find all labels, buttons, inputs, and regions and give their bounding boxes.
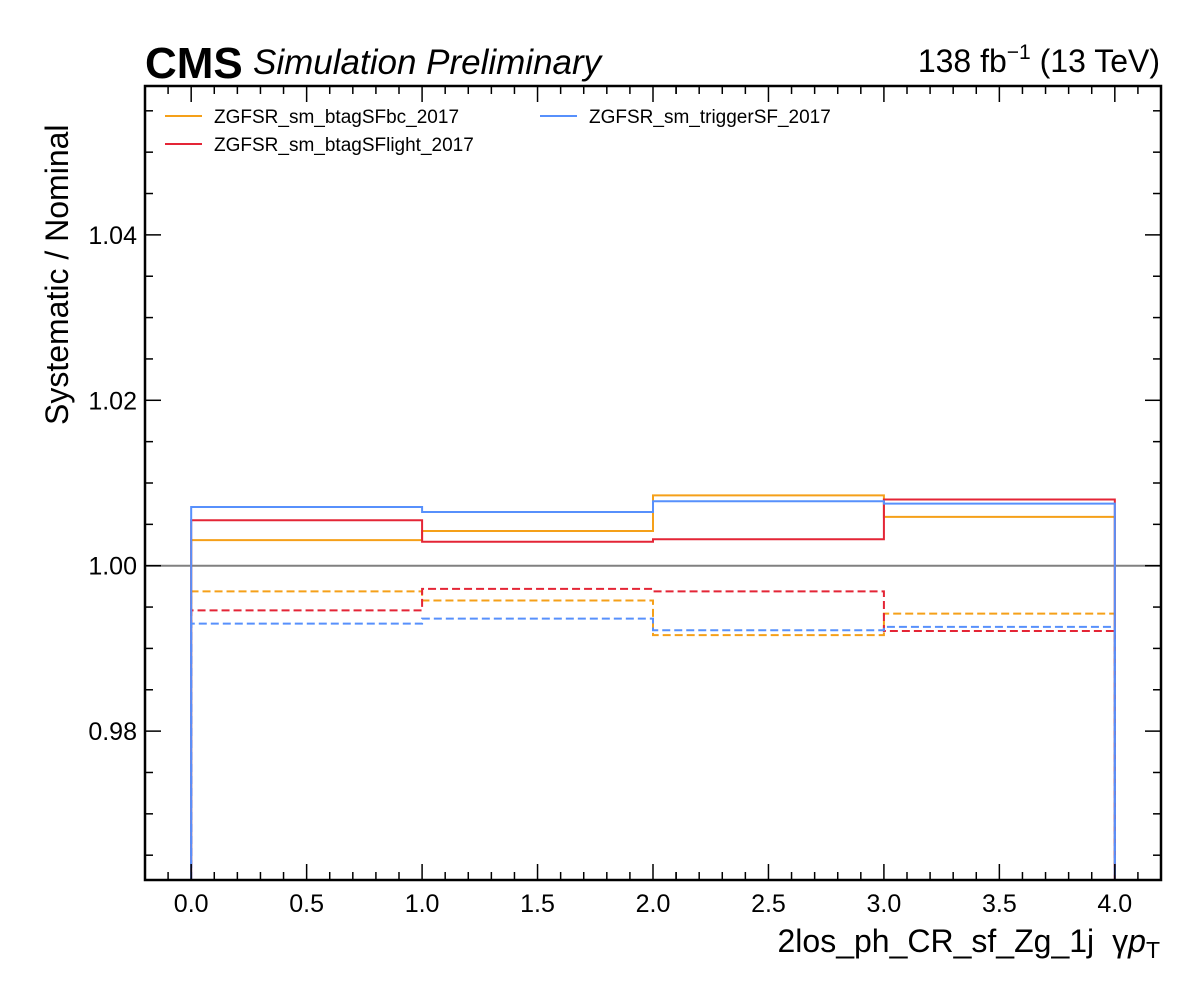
x-tick-label: 4.0 — [1097, 890, 1132, 918]
lumi-label: 138 fb−1 (13 TeV) — [918, 41, 1160, 79]
x-tick-label: 0.5 — [289, 890, 324, 918]
x-tick-label: 1.0 — [405, 890, 440, 918]
series-line-4 — [190, 500, 1116, 880]
experiment-label: CMS — [145, 39, 243, 88]
lumi-value: 138 fb — [918, 43, 1007, 79]
x-tick-label: 2.0 — [636, 890, 671, 918]
y-tick-label: 1.04 — [88, 222, 137, 250]
series-line-1 — [190, 590, 1116, 880]
y-axis-label: Systematic / Nominal — [39, 124, 75, 425]
series-line-5 — [190, 617, 1116, 880]
lumi-energy: (13 TeV) — [1031, 43, 1160, 79]
legend-label: ZGFSR_sm_triggerSF_2017 — [589, 107, 831, 128]
axis-ticks — [145, 86, 1162, 880]
x-tick-label: 0.0 — [174, 890, 209, 918]
x-axis-variable: γ — [1112, 923, 1128, 959]
x-tick-label: 3.5 — [982, 890, 1017, 918]
plot-frame — [143, 84, 1163, 882]
legend-label: ZGFSR_sm_btagSFbc_2017 — [214, 107, 459, 128]
legend: ZGFSR_sm_btagSFbc_2017 ZGFSR_sm_btagSFlig… — [165, 107, 831, 156]
x-axis-variable-symbol: p — [1127, 923, 1146, 959]
y-tick-label: 1.00 — [88, 553, 137, 581]
x-tick-label: 1.5 — [520, 890, 555, 918]
x-tick-label: 3.0 — [867, 890, 902, 918]
tick-labels: 0.0 0.5 1.0 1.5 2.0 2.5 3.0 3.5 4.0 0.98 1.00 1.02 1… — [88, 222, 1132, 918]
y-tick-label: 0.98 — [88, 718, 137, 746]
x-axis-variable-subscript: T — [1146, 937, 1160, 963]
lumi-exponent: −1 — [1007, 41, 1031, 64]
series-line-3 — [190, 587, 1116, 880]
y-tick-label: 1.02 — [88, 387, 137, 415]
series-line-0 — [190, 494, 1116, 880]
series-group — [190, 494, 1116, 880]
series-line-2 — [190, 498, 1116, 880]
x-axis-label: 2los_ph_CR_sf_Zg_1j γpT — [778, 923, 1161, 963]
status-label: Simulation Preliminary — [253, 43, 604, 82]
legend-label: ZGFSR_sm_btagSFlight_2017 — [214, 135, 474, 156]
x-tick-label: 2.5 — [751, 890, 786, 918]
x-axis-region: 2los_ph_CR_sf_Zg_1j — [778, 923, 1095, 959]
